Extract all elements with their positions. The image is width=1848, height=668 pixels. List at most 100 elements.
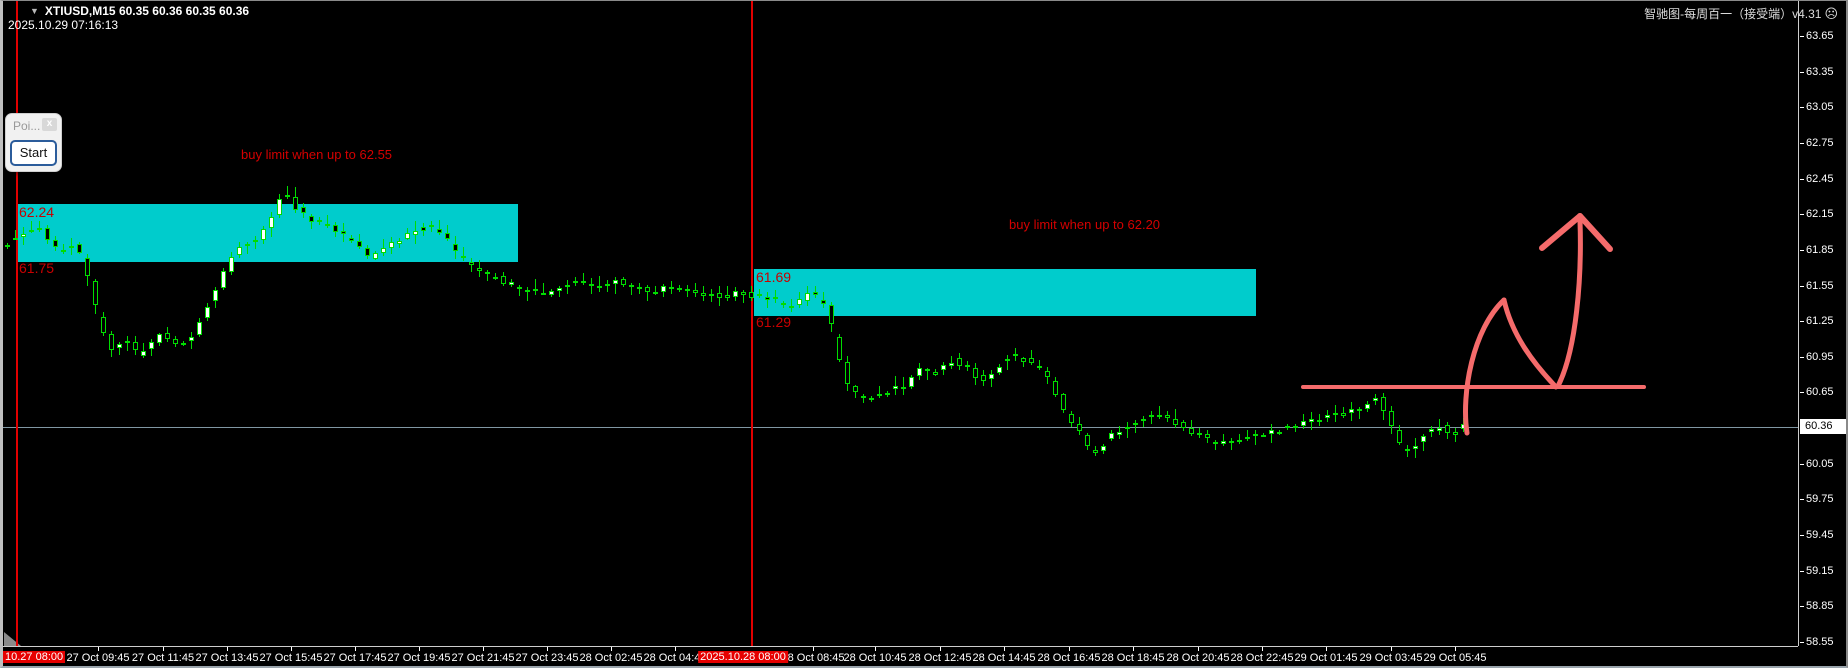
candle xyxy=(629,284,634,287)
candle-wick xyxy=(655,285,656,296)
candle xyxy=(1309,418,1314,422)
close-icon[interactable]: x xyxy=(42,118,57,131)
red-vertical-line-2[interactable] xyxy=(751,1,753,651)
candle xyxy=(429,224,434,227)
candle xyxy=(93,280,98,305)
candle xyxy=(141,350,146,356)
chart-shift-marker xyxy=(4,632,21,646)
candle-wick xyxy=(1119,425,1120,439)
candle xyxy=(437,229,442,234)
candle xyxy=(973,367,978,379)
price-tick-label: 58.55 xyxy=(1806,635,1834,648)
time-tick-label: 28 Oct 22:45 xyxy=(1230,652,1294,664)
candle xyxy=(1213,441,1218,444)
candle xyxy=(1117,432,1122,436)
candle xyxy=(1157,415,1162,418)
candle xyxy=(469,261,474,265)
time-tick-label: 28 Oct 10:45 xyxy=(843,652,907,664)
candle xyxy=(1357,409,1362,412)
price-tick-label: 63.05 xyxy=(1806,101,1834,114)
candle-wick xyxy=(1223,433,1224,446)
candle-wick xyxy=(591,278,592,294)
time-tick-label: 27 Oct 09:45 xyxy=(66,652,130,664)
candle-wick xyxy=(327,215,328,228)
candle-wick xyxy=(1127,421,1128,439)
candle-wick xyxy=(583,273,584,286)
candle-wick xyxy=(607,279,608,293)
price-tick xyxy=(1800,641,1804,643)
candle-wick xyxy=(879,385,880,398)
script-popup-window: Poi... x Start xyxy=(5,113,62,172)
time-axis[interactable]: 27 Oct 09:45 27 Oct 11:45 27 Oct 13:45 27 O… xyxy=(3,646,1798,666)
chevron-down-icon[interactable]: ▼ xyxy=(30,6,39,16)
candle xyxy=(829,304,834,325)
candle xyxy=(525,290,530,293)
time-tick xyxy=(813,647,814,651)
candle xyxy=(581,281,586,284)
candle xyxy=(5,244,10,247)
price-tick-label: 63.35 xyxy=(1806,65,1834,78)
time-tick-label: 28 Oct 12:45 xyxy=(908,652,972,664)
time-tick xyxy=(547,647,548,651)
price-axis[interactable]: 60.36 63.65 63.35 63.05 62.75 62.45 62.15 61.8… xyxy=(1798,1,1846,648)
candle xyxy=(773,297,778,300)
zone-top-price-label: 62.24 xyxy=(19,203,55,220)
price-tick xyxy=(1800,107,1804,109)
candle-wick xyxy=(695,282,696,297)
buy-limit-annotation-1: buy limit when up to 62.55 xyxy=(241,147,393,162)
candle-wick xyxy=(599,275,600,292)
candle xyxy=(1277,431,1282,434)
price-tick xyxy=(1800,356,1804,358)
candle xyxy=(573,280,578,284)
time-tick-label: 28 Oct 02:45 xyxy=(579,652,643,664)
candle xyxy=(365,247,370,257)
candle xyxy=(149,342,154,350)
candle-wick xyxy=(903,377,904,395)
candle xyxy=(549,291,554,295)
price-tick xyxy=(1800,463,1804,465)
candle xyxy=(1173,418,1178,426)
candle-wick xyxy=(1239,434,1240,444)
candle-wick xyxy=(1431,426,1432,437)
candle xyxy=(781,302,786,305)
candle xyxy=(1205,433,1210,439)
price-tick xyxy=(1800,36,1804,37)
buy-limit-annotation-2: buy limit when up to 62.20 xyxy=(1009,217,1161,232)
current-price-tag: 60.36 xyxy=(1800,418,1846,434)
time-tick xyxy=(1069,647,1070,651)
candle xyxy=(485,271,490,275)
candle xyxy=(1149,414,1154,417)
candle xyxy=(389,241,394,249)
candle xyxy=(1389,411,1394,426)
time-tick-label: 27 Oct 17:45 xyxy=(323,652,387,664)
candle-wick xyxy=(1295,423,1296,433)
supply-zone-1 xyxy=(17,203,518,262)
supply-zone-2 xyxy=(754,268,1256,317)
price-tick-label: 60.95 xyxy=(1806,350,1834,363)
candle xyxy=(533,289,538,292)
candle xyxy=(373,253,378,259)
candle-wick xyxy=(1231,438,1232,451)
red-vertical-line-1[interactable] xyxy=(16,1,18,651)
start-button[interactable]: Start xyxy=(10,140,57,166)
candle xyxy=(981,374,986,381)
candle xyxy=(941,365,946,371)
candle xyxy=(237,246,242,256)
time-tick xyxy=(1198,647,1199,651)
current-price-line xyxy=(3,426,1798,428)
candle xyxy=(341,231,346,235)
candle xyxy=(965,365,970,368)
candle xyxy=(517,287,522,290)
price-tick xyxy=(1800,499,1804,501)
candle-wick xyxy=(519,285,520,297)
time-tick-label: 27 Oct 13:45 xyxy=(195,652,259,664)
candle xyxy=(1109,433,1114,439)
candle xyxy=(957,358,962,366)
time-tick xyxy=(611,647,612,651)
candle xyxy=(501,276,506,284)
chart-canvas[interactable]: 62.24 61.75 61.69 61.29 buy limit when up to… xyxy=(3,1,1798,651)
candle xyxy=(205,306,210,319)
price-tick-label: 61.85 xyxy=(1806,243,1834,256)
candle xyxy=(725,295,730,299)
candle xyxy=(837,336,842,360)
